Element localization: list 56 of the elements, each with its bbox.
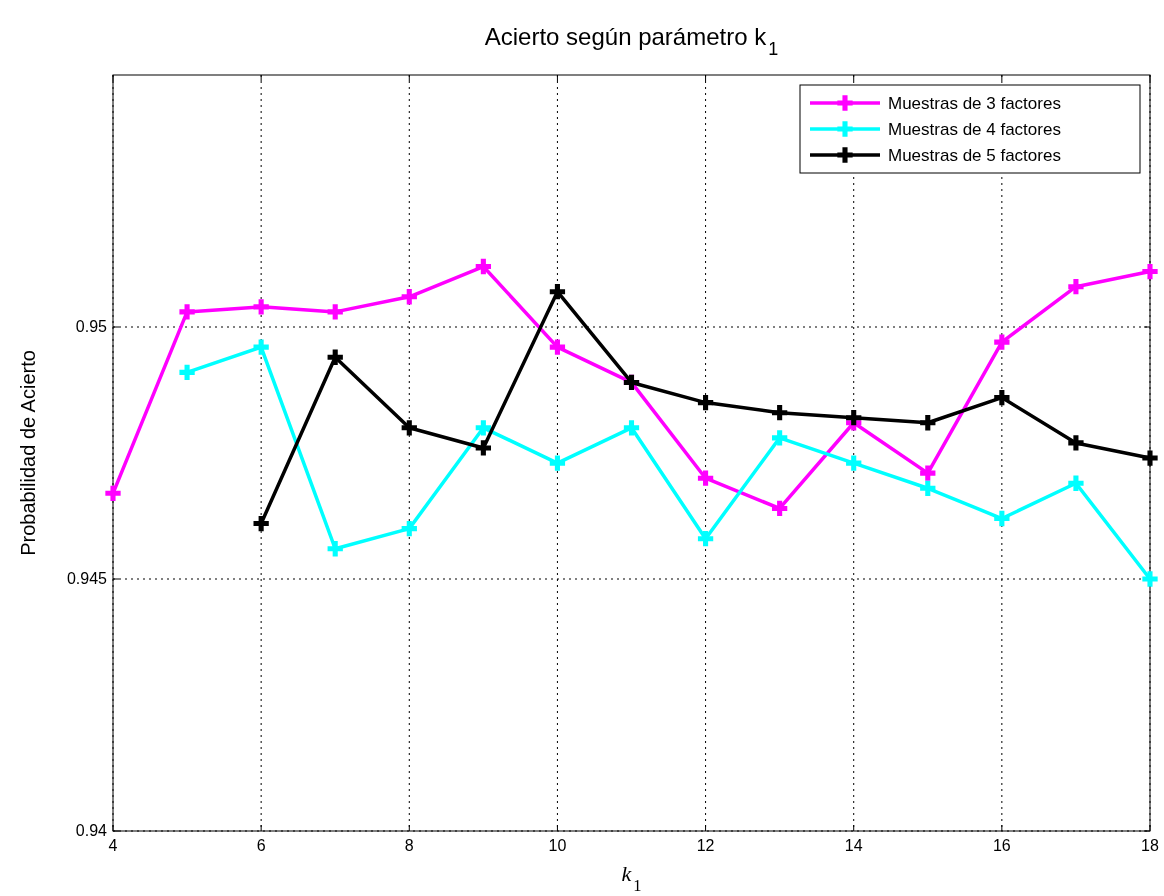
chart-title: Acierto según parámetro k$_{1}$ bbox=[484, 23, 779, 59]
point bbox=[179, 364, 195, 381]
point bbox=[253, 299, 269, 315]
x-tick-label: 12 bbox=[696, 837, 715, 854]
point bbox=[549, 455, 566, 471]
point bbox=[920, 480, 936, 496]
point bbox=[475, 440, 492, 456]
y-tick-label: 0.95 bbox=[75, 318, 108, 335]
legend-label: Muestras de 5 factores bbox=[888, 146, 1061, 165]
x-tick-label: 10 bbox=[548, 837, 567, 854]
y-tick-label: 0.945 bbox=[66, 570, 108, 587]
point bbox=[1142, 571, 1158, 587]
point bbox=[179, 304, 195, 320]
point bbox=[1068, 475, 1084, 491]
point bbox=[771, 500, 788, 517]
point bbox=[697, 470, 714, 486]
point bbox=[994, 389, 1010, 406]
point bbox=[994, 510, 1010, 527]
point bbox=[697, 394, 714, 411]
legend-label: Muestras de 3 factores bbox=[888, 94, 1061, 113]
y-axis-title: Probabilidad de Acierto bbox=[17, 350, 39, 556]
point bbox=[327, 304, 343, 320]
legend-label: Muestras de 4 factores bbox=[888, 120, 1061, 139]
point bbox=[1142, 450, 1158, 466]
point bbox=[327, 541, 343, 557]
point bbox=[920, 415, 936, 431]
point bbox=[994, 334, 1010, 350]
point bbox=[846, 455, 862, 471]
point bbox=[1068, 435, 1084, 451]
point bbox=[475, 420, 492, 436]
point bbox=[253, 339, 269, 355]
point bbox=[846, 410, 862, 426]
y-tick-label: 0.94 bbox=[75, 822, 108, 839]
point bbox=[401, 289, 417, 305]
x-tick-label: 14 bbox=[844, 837, 863, 854]
point bbox=[401, 420, 417, 436]
point bbox=[327, 349, 343, 365]
point bbox=[771, 430, 788, 446]
point bbox=[920, 465, 936, 481]
point bbox=[1142, 263, 1158, 280]
x-tick-label: 18 bbox=[1141, 837, 1159, 854]
x-tick-label: 4 bbox=[108, 837, 118, 854]
point bbox=[697, 531, 714, 547]
point bbox=[475, 258, 492, 275]
x-tick-label: 8 bbox=[404, 837, 414, 854]
point bbox=[253, 515, 269, 532]
point bbox=[1068, 279, 1084, 295]
x-tick-label: 16 bbox=[992, 837, 1011, 854]
point bbox=[105, 485, 121, 501]
x-axis-title: k$_{1}$ bbox=[621, 861, 642, 895]
point bbox=[771, 405, 788, 421]
point bbox=[549, 339, 566, 355]
point bbox=[623, 420, 640, 436]
x-tick-label: 6 bbox=[256, 837, 266, 854]
point bbox=[401, 520, 417, 537]
point bbox=[549, 284, 566, 300]
